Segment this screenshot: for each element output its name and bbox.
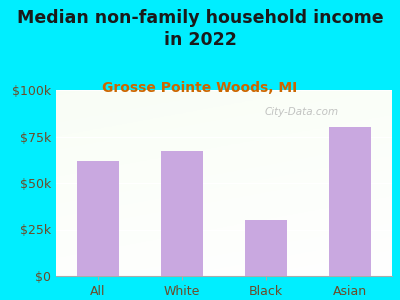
Bar [329, 127, 371, 276]
Bar [161, 152, 203, 276]
Bar [245, 220, 287, 276]
Text: City-Data.com: City-Data.com [264, 107, 338, 117]
Text: Median non-family household income
in 2022: Median non-family household income in 20… [17, 9, 383, 49]
Text: Grosse Pointe Woods, MI: Grosse Pointe Woods, MI [102, 81, 298, 95]
Bar [77, 161, 119, 276]
